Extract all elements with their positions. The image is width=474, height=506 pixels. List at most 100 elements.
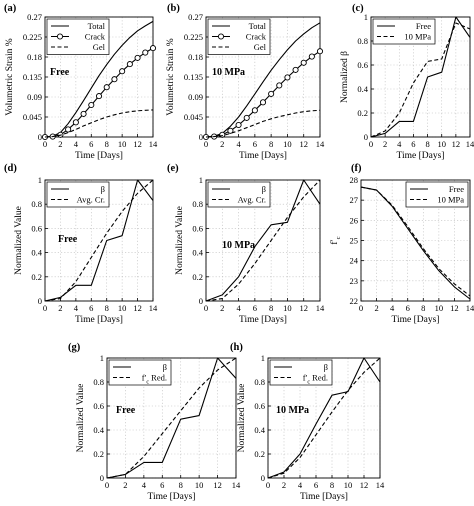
x-tick-label: 10: [435, 303, 444, 313]
data-point: [119, 68, 126, 75]
y-tick-label: 23: [350, 276, 359, 286]
x-tick-label: 0: [43, 139, 47, 149]
y-axis-label: f′c: [329, 236, 342, 244]
panel-label: (c): [352, 3, 364, 14]
x-tick-label: 8: [105, 303, 109, 313]
series-line: [267, 357, 381, 479]
x-tick-label: 10: [344, 480, 353, 490]
x-tick-label: 0: [266, 480, 270, 490]
legend-entry: 10 MPa: [404, 32, 431, 42]
x-tick-label: 2: [383, 139, 387, 149]
series-3: [205, 109, 321, 138]
panel-h: 0 2 4 6 8 10 12 14 0 0.2 0.4 0.6 0.8 1 Time [Days] Norm…: [230, 342, 385, 502]
series-line: [370, 16, 471, 138]
x-tick-label: 6: [411, 139, 415, 149]
legend-box: [269, 359, 333, 386]
y-tick-label: 0.135: [23, 72, 42, 82]
x-tick-label: 14: [316, 303, 325, 313]
x-axis-label: Time [Days]: [300, 492, 348, 502]
x-tick-label: 2: [220, 303, 224, 313]
legend-entry: Gel: [254, 42, 267, 52]
series-1: [44, 20, 154, 138]
panel-label: (b): [167, 3, 180, 14]
x-tick-label: 0: [204, 303, 208, 313]
series-2: [267, 357, 381, 479]
plot-frame: [370, 16, 471, 138]
legend-box: [372, 18, 436, 45]
x-tick-label: 0: [359, 303, 363, 313]
y-tick-label: 1: [38, 175, 42, 185]
data-point: [134, 54, 141, 61]
x-tick-label: 10: [437, 139, 446, 149]
plot-frame: [267, 357, 381, 479]
y-tick-label: 0: [100, 473, 104, 483]
legend-entry: Total: [249, 21, 267, 31]
legend-box: [46, 181, 110, 208]
legend-entry: f′c Red.: [303, 373, 328, 386]
condition-annotation: Free: [50, 67, 70, 78]
plot-frame: [44, 179, 154, 302]
x-tick-label: 0: [43, 303, 47, 313]
x-tick-label: 4: [390, 303, 395, 313]
legend-entry: 10 MPa: [437, 195, 464, 205]
x-tick-label: 2: [58, 139, 62, 149]
y-tick-label: 0: [38, 132, 42, 142]
x-tick-label: 10: [283, 303, 292, 313]
condition-annotation: Free: [116, 405, 136, 416]
y-tick-label: 0.09: [27, 92, 42, 102]
y-tick-label: 0.045: [23, 112, 42, 122]
series-1: [267, 357, 381, 479]
y-tick-label: 0: [199, 296, 203, 306]
data-point: [308, 53, 315, 60]
series-line: [370, 22, 471, 138]
x-axis-label: Time [Days]: [397, 151, 445, 161]
y-axis-label: Normalized Value: [237, 384, 247, 453]
data-point: [111, 76, 118, 83]
series-1: [370, 16, 471, 138]
y-tick-label: 0.18: [27, 52, 42, 62]
y-tick-label: 0.09: [188, 92, 203, 102]
y-tick-label: 0.6: [254, 401, 265, 411]
y-tick-label: 0.4: [357, 84, 368, 94]
series-line: [44, 109, 154, 138]
x-tick-label: 10: [118, 139, 127, 149]
x-tick-label: 4: [74, 303, 79, 313]
data-point: [95, 93, 103, 100]
data-point: [300, 59, 307, 66]
y-tick-label: 0.8: [357, 36, 368, 46]
legend: βf′c Red.: [269, 359, 333, 386]
x-tick-label: 2: [123, 480, 127, 490]
panel-label: (g): [68, 342, 81, 353]
series-line: [205, 179, 321, 302]
x-tick-label: 6: [160, 480, 164, 490]
x-axis-label: Time [Days]: [239, 151, 287, 161]
legend-entry: β: [101, 184, 105, 194]
y-tick-label: 0.6: [31, 223, 42, 233]
x-tick-label: 6: [253, 303, 257, 313]
x-tick-label: 4: [236, 139, 241, 149]
y-tick-label: 26: [350, 215, 359, 225]
y-axis-label: Volumetric Strain %: [166, 38, 176, 115]
panel-g: 0 2 4 6 8 10 12 14 0 0.2 0.4 0.6 0.8 1 Time [Days] Norm…: [68, 342, 241, 502]
y-tick-label: 1: [261, 353, 265, 363]
x-tick-label: 14: [466, 139, 474, 149]
legend-entry: Free: [449, 184, 464, 194]
condition-annotation: Free: [58, 234, 78, 245]
x-tick-label: 12: [452, 139, 461, 149]
x-tick-label: 6: [89, 139, 93, 149]
x-tick-label: 2: [374, 303, 378, 313]
y-tick-label: 0: [364, 132, 368, 142]
legend-marker: [56, 33, 64, 40]
x-tick-label: 0: [204, 139, 208, 149]
y-tick-label: 0.4: [192, 248, 203, 258]
y-axis-label: Normalized Value: [175, 206, 185, 275]
y-tick-label: 0.225: [23, 32, 42, 42]
y-tick-label: 0.8: [254, 377, 265, 387]
x-tick-label: 12: [133, 139, 142, 149]
x-tick-label: 12: [213, 480, 222, 490]
